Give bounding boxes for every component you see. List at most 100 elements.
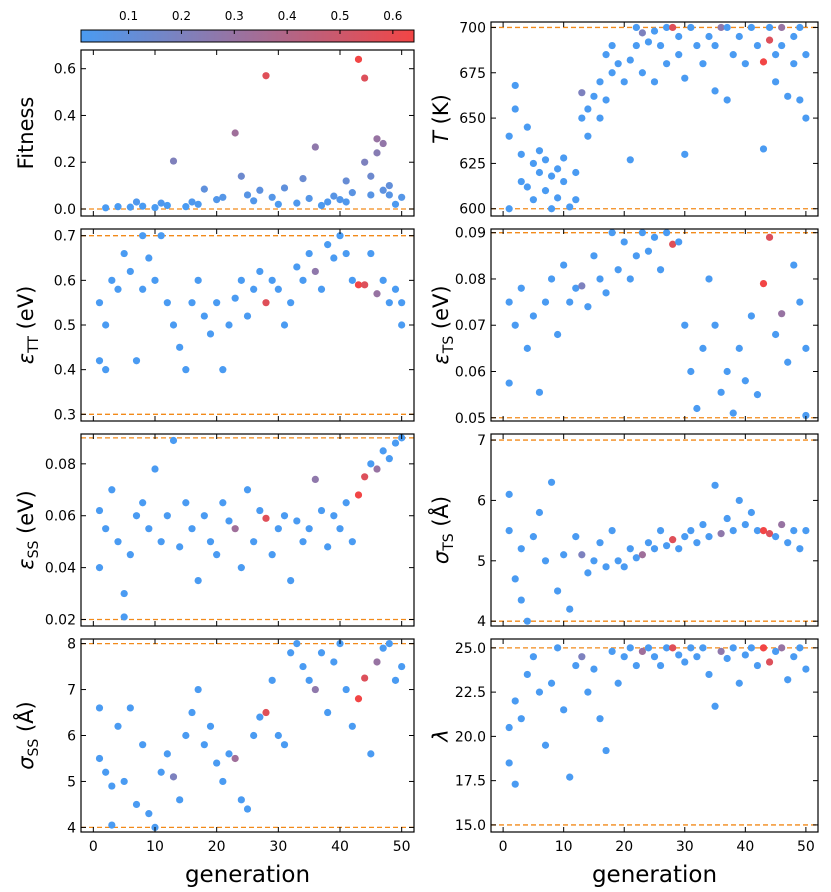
data-point: [108, 486, 116, 494]
data-point: [705, 670, 713, 679]
data-point: [145, 525, 153, 533]
data-point: [796, 298, 804, 306]
data-point: [578, 89, 586, 97]
data-point: [693, 41, 701, 50]
data-point: [802, 51, 810, 59]
data-point: [620, 238, 628, 246]
data-point: [157, 232, 165, 240]
data-point: [398, 662, 406, 671]
data-point: [656, 41, 665, 50]
data-point: [796, 23, 804, 32]
y-tick-label: 8: [67, 637, 76, 653]
data-point: [608, 527, 616, 535]
data-point: [523, 670, 531, 679]
data-point: [354, 491, 363, 499]
data-point: [293, 199, 301, 207]
data-point: [200, 512, 208, 520]
y-tick-label: 6: [67, 729, 76, 745]
colorbar-tick-label: 0.5: [330, 9, 349, 23]
data-point: [541, 741, 550, 749]
data-point: [379, 139, 387, 148]
data-point: [305, 249, 313, 258]
data-point: [650, 27, 659, 35]
colorbar-tick-label: 0.1: [119, 9, 138, 23]
data-point: [796, 644, 804, 652]
data-point: [790, 60, 798, 68]
data-point: [626, 644, 634, 652]
data-point: [626, 275, 634, 283]
data-point: [182, 366, 190, 374]
data-point: [139, 741, 147, 749]
data-point: [705, 32, 713, 41]
data-point: [802, 527, 810, 535]
data-point: [560, 551, 568, 559]
data-point: [379, 644, 387, 652]
data-point: [243, 805, 252, 813]
data-point: [194, 685, 202, 694]
data-point: [126, 267, 134, 276]
data-point: [614, 679, 622, 687]
data-point: [280, 184, 289, 192]
data-point: [535, 508, 544, 517]
data-point: [717, 530, 725, 538]
data-point: [95, 299, 104, 307]
data-point: [705, 533, 713, 541]
data-point: [336, 232, 344, 240]
y-tick-label: 0.6: [54, 273, 76, 289]
data-point: [367, 172, 375, 180]
data-point: [145, 810, 153, 818]
data-point: [529, 159, 537, 168]
y-axis-label: εTT (eV): [14, 286, 42, 365]
data-point: [693, 539, 701, 547]
data-point: [741, 520, 749, 529]
data-point: [650, 653, 659, 661]
data-point: [188, 525, 196, 533]
data-point: [114, 538, 122, 546]
data-point: [505, 527, 513, 535]
data-point: [354, 695, 363, 703]
data-point: [206, 538, 215, 546]
data-point: [287, 649, 295, 657]
data-point: [566, 298, 574, 306]
data-point: [305, 676, 313, 684]
data-point: [590, 252, 598, 260]
data-point: [554, 644, 562, 652]
x-tick-label: 10: [146, 839, 164, 855]
data-point: [120, 613, 128, 621]
data-point: [675, 51, 683, 59]
axes-frame: [490, 433, 819, 627]
y-tick-label: 0.7: [54, 229, 76, 245]
data-point: [596, 539, 604, 547]
axes-frame: [80, 638, 415, 833]
scatter-points: [95, 639, 406, 832]
data-point: [102, 204, 110, 212]
data-point: [529, 312, 537, 320]
data-point: [681, 150, 689, 158]
data-point: [517, 284, 525, 292]
data-point: [299, 662, 307, 671]
data-point: [584, 688, 592, 696]
data-point: [638, 551, 646, 559]
data-point: [560, 706, 568, 714]
y-tick-label: 0.08: [45, 457, 76, 473]
data-point: [379, 186, 387, 194]
data-point: [348, 722, 356, 730]
data-point: [348, 538, 356, 546]
data-point: [373, 290, 381, 298]
panel-fitness: 0.0 0.2 0.4 0.6 Fitness: [14, 49, 415, 218]
data-point: [699, 60, 707, 68]
data-point: [200, 185, 208, 193]
data-point: [108, 821, 116, 829]
data-point: [379, 447, 387, 455]
data-point: [505, 490, 513, 498]
data-point: [330, 512, 338, 520]
data-point: [620, 78, 628, 86]
data-point: [547, 205, 556, 213]
data-point: [213, 759, 221, 767]
data-point: [711, 41, 719, 50]
x-axis-label: generation: [185, 862, 310, 888]
y-tick-label: 650: [459, 111, 486, 127]
data-point: [753, 661, 762, 670]
data-point: [163, 512, 171, 520]
